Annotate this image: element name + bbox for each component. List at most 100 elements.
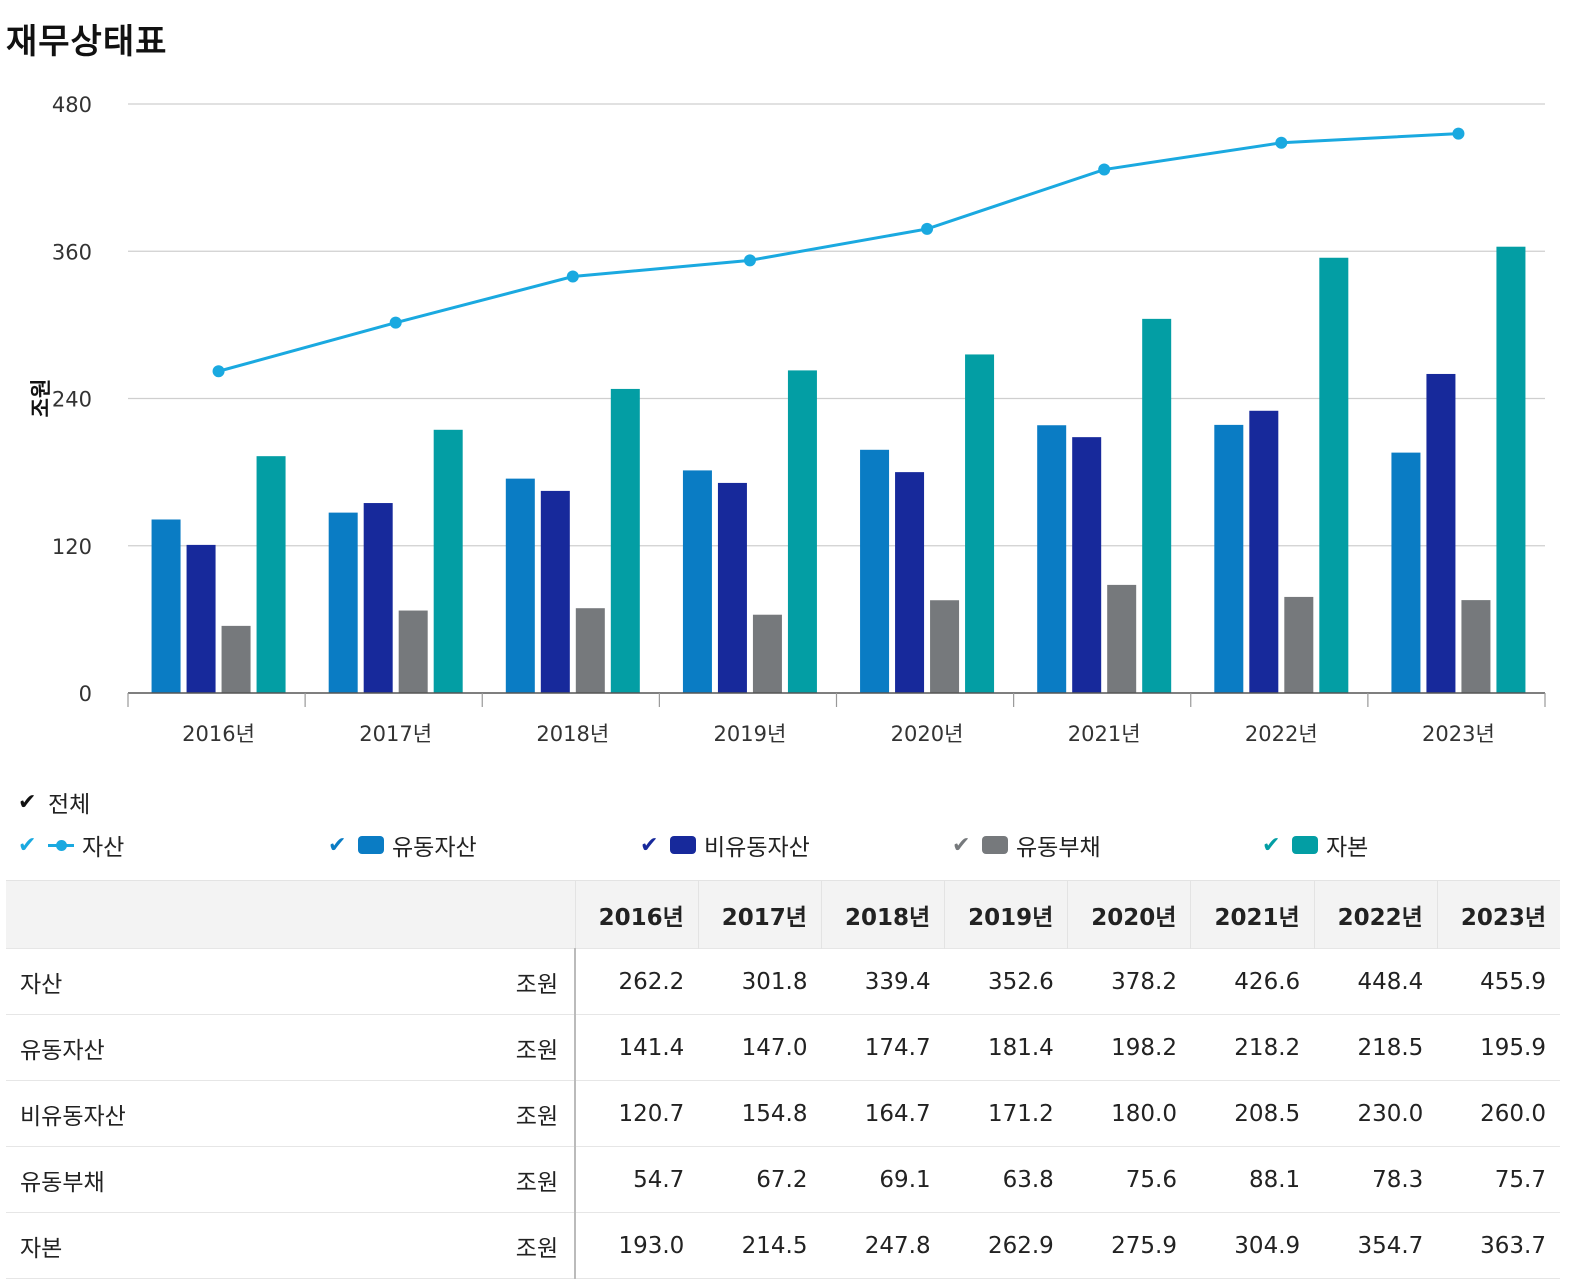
table-cell: 78.3 bbox=[1314, 1146, 1438, 1213]
column-header: 2021년 bbox=[1190, 880, 1315, 949]
table-cell: 120.7 bbox=[575, 1080, 699, 1147]
legend-item-assets[interactable]: ✔ 자산 bbox=[18, 828, 124, 862]
bar[interactable] bbox=[1142, 318, 1172, 693]
bar[interactable] bbox=[1249, 410, 1279, 693]
x-tick-label: 2017년 bbox=[359, 722, 432, 746]
bar[interactable] bbox=[1072, 437, 1102, 693]
row-label: 자본 bbox=[6, 1212, 399, 1279]
bar[interactable] bbox=[1214, 424, 1244, 693]
legend-toggle-all[interactable]: ✔ 전체 bbox=[18, 785, 90, 819]
legend-label: 자산 bbox=[82, 835, 125, 861]
bar[interactable] bbox=[1496, 246, 1526, 694]
data-table: 2016년 2017년 2018년 2019년 2020년 2021년 2022… bbox=[6, 880, 1560, 1279]
color-swatch-icon bbox=[358, 836, 384, 854]
table-cell: 180.0 bbox=[1067, 1080, 1191, 1147]
line-point[interactable] bbox=[566, 270, 579, 283]
table-cell: 164.7 bbox=[821, 1080, 945, 1147]
table-cell: 63.8 bbox=[944, 1146, 1068, 1213]
bar[interactable] bbox=[860, 449, 890, 693]
row-unit: 조원 bbox=[398, 1146, 577, 1213]
bar[interactable] bbox=[221, 625, 251, 693]
line-point[interactable] bbox=[389, 316, 402, 329]
y-tick-label: 120 bbox=[52, 535, 92, 559]
bar[interactable] bbox=[965, 354, 995, 693]
table-cell: 304.9 bbox=[1190, 1212, 1315, 1279]
bar[interactable] bbox=[1284, 596, 1314, 693]
legend-all-label: 전체 bbox=[48, 792, 91, 818]
bar[interactable] bbox=[575, 608, 605, 693]
table-cell: 275.9 bbox=[1067, 1212, 1191, 1279]
bar[interactable] bbox=[1391, 452, 1421, 693]
bar[interactable] bbox=[930, 600, 960, 693]
bar[interactable] bbox=[398, 610, 428, 693]
legend-item-non-current-assets[interactable]: ✔ 비유동자산 bbox=[640, 828, 810, 862]
bar[interactable] bbox=[610, 388, 640, 693]
table-cell: 75.6 bbox=[1067, 1146, 1191, 1213]
table-cell: 198.2 bbox=[1067, 1014, 1191, 1081]
column-header: 2017년 bbox=[697, 880, 822, 949]
bar[interactable] bbox=[1426, 373, 1456, 693]
y-tick-label: 480 bbox=[52, 93, 92, 117]
bar[interactable] bbox=[895, 472, 925, 693]
table-corner bbox=[6, 880, 576, 949]
table-cell: 363.7 bbox=[1437, 1212, 1560, 1279]
bar[interactable] bbox=[186, 544, 216, 693]
bar[interactable] bbox=[256, 456, 286, 693]
legend: ✔ 자산 ✔ 유동자산 ✔ 비유동자산 ✔ 유동부채 ✔ 자본 bbox=[0, 828, 1570, 864]
table-cell: 208.5 bbox=[1190, 1080, 1315, 1147]
table-row: 비유동자산 조원 120.7 154.8 164.7 171.2 180.0 2… bbox=[6, 1080, 1560, 1147]
line-point[interactable] bbox=[743, 254, 756, 267]
bar[interactable] bbox=[363, 503, 393, 693]
line-point[interactable] bbox=[1452, 127, 1465, 140]
row-unit: 조원 bbox=[398, 1080, 577, 1147]
bar[interactable] bbox=[682, 470, 712, 693]
line-point[interactable] bbox=[1098, 163, 1111, 176]
column-header: 2022년 bbox=[1313, 880, 1438, 949]
line-point[interactable] bbox=[921, 222, 934, 235]
bar[interactable] bbox=[505, 478, 535, 693]
row-label: 비유동자산 bbox=[6, 1080, 399, 1147]
check-icon: ✔ bbox=[18, 789, 37, 815]
bar[interactable] bbox=[752, 614, 782, 693]
legend-item-current-liabilities[interactable]: ✔ 유동부채 bbox=[952, 828, 1101, 862]
x-tick-label: 2018년 bbox=[536, 722, 609, 746]
table-cell: 75.7 bbox=[1437, 1146, 1560, 1213]
table-cell: 171.2 bbox=[944, 1080, 1068, 1147]
table-row: 유동자산 조원 141.4 147.0 174.7 181.4 198.2 21… bbox=[6, 1014, 1560, 1081]
bar[interactable] bbox=[151, 519, 181, 693]
bar[interactable] bbox=[787, 370, 817, 693]
line-point[interactable] bbox=[1275, 136, 1288, 149]
x-tick-label: 2016년 bbox=[182, 722, 255, 746]
table-cell: 426.6 bbox=[1190, 948, 1315, 1015]
bar[interactable] bbox=[433, 429, 463, 693]
color-swatch-icon bbox=[1292, 836, 1318, 854]
table-cell: 54.7 bbox=[575, 1146, 699, 1213]
check-icon: ✔ bbox=[952, 832, 971, 858]
line-point[interactable] bbox=[212, 365, 225, 378]
table-cell: 247.8 bbox=[821, 1212, 945, 1279]
table-cell: 67.2 bbox=[698, 1146, 822, 1213]
legend-item-current-assets[interactable]: ✔ 유동자산 bbox=[328, 828, 477, 862]
column-header: 2020년 bbox=[1067, 880, 1191, 949]
bar[interactable] bbox=[540, 490, 570, 693]
column-header: 2016년 bbox=[574, 880, 699, 949]
table-cell: 218.2 bbox=[1190, 1014, 1315, 1081]
series-line bbox=[218, 132, 1459, 373]
row-label: 자산 bbox=[6, 948, 399, 1015]
row-unit: 조원 bbox=[398, 1212, 577, 1279]
bar[interactable] bbox=[328, 512, 358, 693]
table-cell: 260.0 bbox=[1437, 1080, 1560, 1147]
bar[interactable] bbox=[717, 482, 747, 693]
legend-item-equity[interactable]: ✔ 자본 bbox=[1262, 828, 1368, 862]
bar[interactable] bbox=[1037, 425, 1067, 693]
table-cell: 181.4 bbox=[944, 1014, 1068, 1081]
bar[interactable] bbox=[1107, 584, 1137, 693]
table-cell: 455.9 bbox=[1437, 948, 1560, 1015]
x-tick-label: 2020년 bbox=[891, 722, 964, 746]
column-header: 2018년 bbox=[820, 880, 945, 949]
bar[interactable] bbox=[1461, 600, 1491, 693]
bar[interactable] bbox=[1319, 257, 1349, 693]
legend-label: 유동자산 bbox=[392, 835, 477, 861]
table-cell: 262.2 bbox=[575, 948, 699, 1015]
column-header: 2019년 bbox=[944, 880, 1068, 949]
